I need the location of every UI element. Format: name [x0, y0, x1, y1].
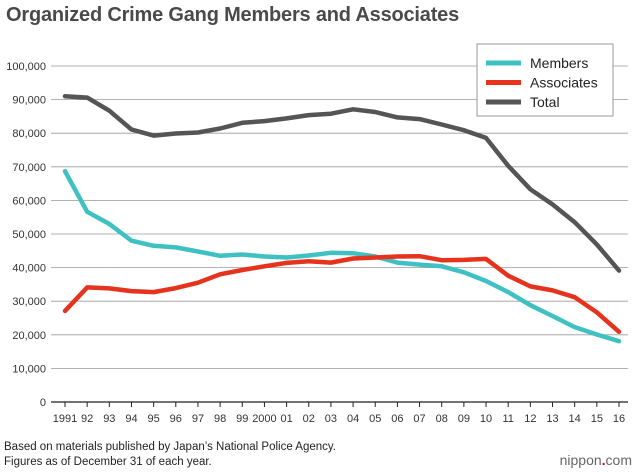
chart-title: Organized Crime Gang Members and Associa…: [6, 4, 460, 26]
x-tick-label: 16: [613, 413, 625, 425]
x-tick-label: 07: [413, 413, 425, 425]
legend-label-members: Members: [530, 55, 588, 71]
series-lines: [62, 93, 622, 344]
x-tick-label: 08: [436, 413, 448, 425]
x-tick-label: 02: [303, 413, 315, 425]
x-tick-label: 11: [502, 413, 513, 425]
y-tick-label: 70,000: [12, 162, 46, 174]
x-tick-label: 10: [480, 413, 492, 425]
brand-logo[interactable]: nippon.com: [560, 452, 632, 468]
x-tick-label: 2000: [252, 413, 276, 425]
y-tick-label: 90,000: [12, 95, 46, 107]
footnotes: Based on materials published by Japan’s …: [4, 440, 336, 470]
x-tick-label: 99: [236, 413, 248, 425]
x-tick-label: 14: [569, 413, 581, 425]
x-axis: 1991 92 93 94 95 96 97 98 99 2000 01 02 03 04 05 06 07 08…: [51, 401, 628, 425]
x-tick-label: 09: [458, 413, 470, 425]
series-line-total: [62, 93, 622, 273]
source-note: Based on materials published by Japan’s …: [4, 441, 337, 453]
x-tick-label: 03: [325, 413, 337, 425]
legend-label-total: Total: [530, 94, 560, 110]
x-tick-label: 97: [192, 413, 204, 425]
x-tick-label: 06: [391, 413, 403, 425]
series-line-members: [62, 168, 622, 344]
y-tick-label: 20,000: [12, 330, 46, 342]
y-tick-label: 60,000: [12, 195, 46, 207]
y-tick-label: 30,000: [12, 296, 46, 308]
y-tick-label: 50,000: [12, 229, 46, 241]
y-tick-label: 80,000: [12, 128, 46, 140]
y-tick-label: 0: [40, 397, 46, 409]
y-tick-label: 10,000: [12, 363, 46, 375]
date-note: Figures as of December 31 of each year.: [4, 456, 212, 468]
x-tick-label: 1991: [53, 413, 77, 425]
brand-suffix: com: [605, 452, 632, 468]
x-tick-label: 92: [81, 413, 93, 425]
x-tick-label: 98: [214, 413, 226, 425]
brand-dot: .: [601, 452, 606, 468]
y-tick-label: 40,000: [12, 263, 46, 275]
series-line-associates: [62, 253, 622, 335]
x-tick-label: 01: [280, 413, 292, 425]
y-axis: 0 10,000 20,000 30,000 40,000 50,000 60,000 70,…: [6, 61, 46, 409]
x-tick-label: 15: [591, 413, 603, 425]
brand-name: nippon: [559, 452, 602, 468]
legend-label-associates: Associates: [530, 75, 598, 91]
x-tick-label: 13: [546, 413, 558, 425]
gridlines: [51, 65, 628, 369]
x-tick-label: 94: [125, 413, 137, 425]
x-tick-label: 05: [369, 413, 381, 425]
x-tick-label: 12: [524, 413, 536, 425]
x-tick-label: 04: [347, 413, 359, 425]
x-tick-label: 96: [170, 413, 182, 425]
y-tick-label: 100,000: [6, 61, 46, 73]
x-tick-label: 95: [148, 413, 160, 425]
x-tick-label: 93: [103, 413, 115, 425]
legend: Members Associates Total: [476, 43, 614, 117]
